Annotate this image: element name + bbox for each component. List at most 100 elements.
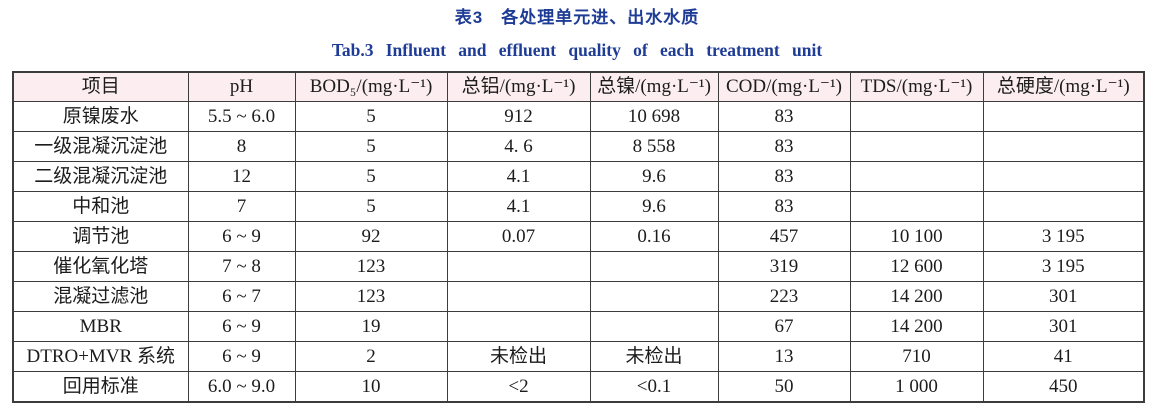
value-cell: 450 (982, 371, 1145, 403)
value-cell: 12 600 (849, 251, 984, 282)
value-cell: 3 195 (982, 221, 1145, 252)
row-label-cell: DTRO+MVR 系统 (12, 341, 189, 372)
value-cell: 83 (717, 131, 851, 162)
table-row: 混凝过滤池 6 ~ 7 123 223 14 200 301 (12, 281, 1145, 312)
value-cell (849, 101, 984, 132)
value-cell (589, 281, 719, 312)
column-header: 总硬度/(mg·L⁻¹) (982, 71, 1145, 102)
value-cell: 5 (294, 161, 448, 192)
value-cell (982, 131, 1145, 162)
value-cell: 6 ~ 7 (187, 281, 296, 312)
value-cell (446, 251, 591, 282)
column-header: pH (187, 71, 296, 102)
value-cell: 未检出 (589, 341, 719, 372)
table-row: 原镍废水 5.5 ~ 6.0 5 912 10 698 83 (12, 101, 1145, 132)
value-cell: 2 (294, 341, 448, 372)
value-cell: 912 (446, 101, 591, 132)
value-cell: 83 (717, 101, 851, 132)
value-cell: 10 698 (589, 101, 719, 132)
value-cell (849, 161, 984, 192)
value-cell: 83 (717, 191, 851, 222)
value-cell: 92 (294, 221, 448, 252)
value-cell: 223 (717, 281, 851, 312)
row-label-cell: MBR (12, 311, 189, 342)
value-cell (446, 311, 591, 342)
row-label-cell: 原镍废水 (12, 101, 189, 132)
value-cell (982, 101, 1145, 132)
value-cell (982, 161, 1145, 192)
value-cell: 10 (294, 371, 448, 403)
value-cell: 14 200 (849, 311, 984, 342)
value-cell: 6 ~ 9 (187, 341, 296, 372)
row-label-cell: 混凝过滤池 (12, 281, 189, 312)
table-row: 中和池 7 5 4.1 9.6 83 (12, 191, 1145, 222)
value-cell: 319 (717, 251, 851, 282)
table-row: 二级混凝沉淀池 12 5 4.1 9.6 83 (12, 161, 1145, 192)
value-cell: 3 195 (982, 251, 1145, 282)
value-cell: <2 (446, 371, 591, 403)
value-cell: 13 (717, 341, 851, 372)
table-row: DTRO+MVR 系统 6 ~ 9 2 未检出 未检出 13 710 41 (12, 341, 1145, 372)
value-cell: 6 ~ 9 (187, 221, 296, 252)
value-cell: 5 (294, 101, 448, 132)
value-cell: 未检出 (446, 341, 591, 372)
value-cell: 6.0 ~ 9.0 (187, 371, 296, 403)
table-header-row: 项目 pH BOD₅/(mg·L⁻¹) 总铝/(mg·L⁻¹) 总镍/(mg·L⁻¹) C… (12, 71, 1145, 102)
value-cell: 0.07 (446, 221, 591, 252)
value-cell: 1 000 (849, 371, 984, 403)
row-label-cell: 二级混凝沉淀池 (12, 161, 189, 192)
value-cell: 5 (294, 191, 448, 222)
value-cell: 4.1 (446, 191, 591, 222)
value-cell: 4.1 (446, 161, 591, 192)
row-label-cell: 回用标准 (12, 371, 189, 403)
value-cell: 14 200 (849, 281, 984, 312)
value-cell: 9.6 (589, 161, 719, 192)
value-cell: 19 (294, 311, 448, 342)
value-cell: 8 558 (589, 131, 719, 162)
value-cell: 50 (717, 371, 851, 403)
value-cell: 10 100 (849, 221, 984, 252)
value-cell: 457 (717, 221, 851, 252)
row-label-cell: 调节池 (12, 221, 189, 252)
value-cell: 7 ~ 8 (187, 251, 296, 282)
value-cell: 6 ~ 9 (187, 311, 296, 342)
value-cell (589, 311, 719, 342)
row-label-cell: 一级混凝沉淀池 (12, 131, 189, 162)
column-header: BOD₅/(mg·L⁻¹) (294, 71, 448, 102)
row-label-cell: 中和池 (12, 191, 189, 222)
value-cell: 123 (294, 281, 448, 312)
value-cell: 41 (982, 341, 1145, 372)
table-title-chinese: 表3 各处理单元进、出水水质 (454, 8, 700, 27)
table-row: 调节池 6 ~ 9 92 0.07 0.16 457 10 100 3 195 (12, 221, 1145, 252)
value-cell: 301 (982, 311, 1145, 342)
water-quality-table: 项目 pH BOD₅/(mg·L⁻¹) 总铝/(mg·L⁻¹) 总镍/(mg·L⁻¹) C… (12, 71, 1145, 403)
value-cell: 5 (294, 131, 448, 162)
value-cell: 7 (187, 191, 296, 222)
value-cell: 123 (294, 251, 448, 282)
value-cell: 710 (849, 341, 984, 372)
value-cell (849, 191, 984, 222)
value-cell: 83 (717, 161, 851, 192)
value-cell (982, 191, 1145, 222)
row-label-cell: 催化氧化塔 (12, 251, 189, 282)
value-cell (446, 281, 591, 312)
column-header: COD/(mg·L⁻¹) (717, 71, 851, 102)
table-row: 回用标准 6.0 ~ 9.0 10 <2 <0.1 50 1 000 450 (12, 371, 1145, 403)
column-header: 项目 (12, 71, 189, 102)
table-title-english: Tab.3 Influent and effluent quality of e… (331, 40, 823, 60)
table-row: 催化氧化塔 7 ~ 8 123 319 12 600 3 195 (12, 251, 1145, 282)
header-row: 项目 pH BOD₅/(mg·L⁻¹) 总铝/(mg·L⁻¹) 总镍/(mg·L⁻¹) C… (12, 71, 1145, 102)
value-cell (589, 251, 719, 282)
value-cell: 4. 6 (446, 131, 591, 162)
value-cell: 5.5 ~ 6.0 (187, 101, 296, 132)
column-header: 总铝/(mg·L⁻¹) (446, 71, 591, 102)
table-row: MBR 6 ~ 9 19 67 14 200 301 (12, 311, 1145, 342)
value-cell: 8 (187, 131, 296, 162)
value-cell: 9.6 (589, 191, 719, 222)
value-cell: 67 (717, 311, 851, 342)
value-cell: 0.16 (589, 221, 719, 252)
value-cell: 301 (982, 281, 1145, 312)
